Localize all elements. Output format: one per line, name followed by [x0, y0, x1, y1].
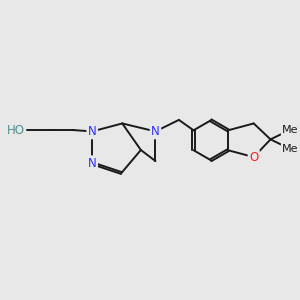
Text: N: N	[88, 157, 97, 170]
Text: HO: HO	[7, 124, 25, 136]
Text: N: N	[151, 125, 160, 138]
Text: Me: Me	[282, 124, 299, 135]
Text: O: O	[249, 151, 258, 164]
Text: N: N	[88, 125, 97, 138]
Text: Me: Me	[282, 144, 299, 154]
